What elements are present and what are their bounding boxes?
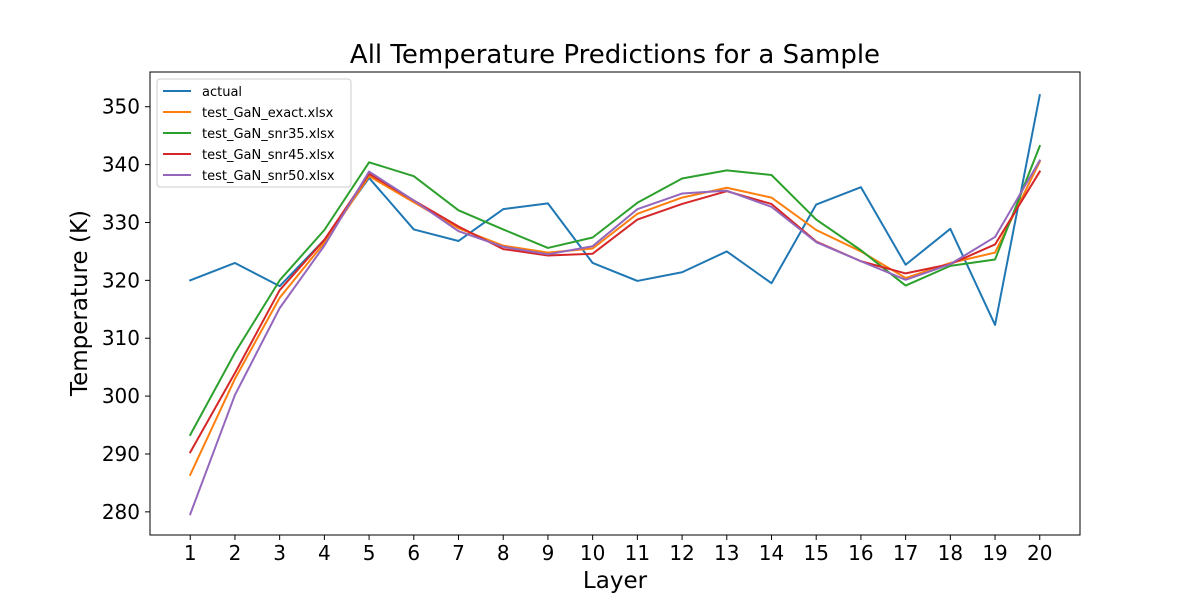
series-line-4: [188, 170, 1042, 454]
x-tick-label: 20: [1027, 541, 1052, 565]
legend-label: test_GaN_snr50.xlsx: [202, 169, 335, 184]
y-tick-label: 340: [102, 153, 140, 177]
legend-frame: [156, 78, 352, 188]
chart-title: All Temperature Predictions for a Sample: [350, 40, 880, 70]
y-tick-label: 280: [102, 500, 140, 524]
x-tick-label: 16: [848, 541, 873, 565]
legend-label: test_GaN_snr35.xlsx: [202, 127, 335, 142]
x-tick-label: 4: [318, 541, 331, 565]
x-tick-label: 10: [580, 541, 605, 565]
series-line-5: [188, 159, 1042, 516]
x-tick-label: 18: [938, 541, 963, 565]
y-tick-label: 330: [102, 210, 140, 234]
x-tick-label: 15: [803, 541, 828, 565]
x-tick-label: 2: [229, 541, 242, 565]
plot-lines: [188, 93, 1042, 516]
x-axis-label: Layer: [583, 568, 648, 594]
x-axis-ticks: 1 2 3 4 5 6 7 8 9 10 11 12 13 14 15 16 17 18 19 20: [184, 535, 1052, 565]
x-tick-label: 1: [184, 541, 197, 565]
x-tick-label: 11: [625, 541, 650, 565]
y-axis-label: Temperature (K): [67, 210, 93, 397]
x-tick-label: 14: [759, 541, 784, 565]
y-tick-label: 300: [102, 384, 140, 408]
legend-label: test_GaN_snr45.xlsx: [202, 148, 335, 163]
x-tick-label: 3: [273, 541, 286, 565]
y-axis-ticks: 280 290 300 310 320 330 340 350: [102, 95, 150, 524]
y-tick-label: 310: [102, 326, 140, 350]
legend-items: actual test_GaN_exact.xlsx test_GaN_snr35.…: [163, 85, 335, 184]
plot-area-frame: [149, 71, 1081, 536]
x-tick-label: 13: [714, 541, 739, 565]
y-tick-label: 320: [102, 268, 140, 292]
x-tick-label: 9: [542, 541, 555, 565]
x-tick-label: 19: [982, 541, 1007, 565]
series-line-3: [188, 144, 1042, 437]
y-tick-label: 350: [102, 95, 140, 119]
x-tick-label: 8: [497, 541, 510, 565]
x-tick-label: 6: [407, 541, 420, 565]
x-tick-label: 5: [363, 541, 376, 565]
legend-label: actual: [202, 85, 242, 100]
legend-label: test_GaN_exact.xlsx: [202, 106, 334, 121]
x-tick-label: 12: [669, 541, 694, 565]
x-tick-label: 7: [452, 541, 465, 565]
legend: actual test_GaN_exact.xlsx test_GaN_snr35.…: [156, 78, 352, 188]
y-tick-label: 290: [102, 442, 140, 466]
x-tick-label: 17: [893, 541, 918, 565]
